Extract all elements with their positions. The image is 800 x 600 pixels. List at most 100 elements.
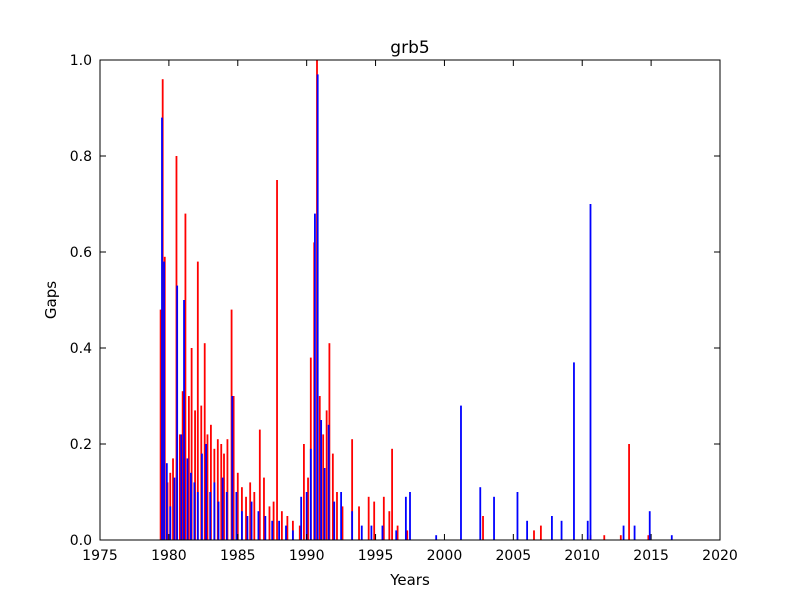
bar-1-22	[246, 516, 249, 540]
bar-1-57	[586, 520, 589, 540]
bar-1-28	[285, 525, 287, 540]
bar-1-46	[409, 492, 411, 540]
bar-0-22	[226, 439, 229, 540]
bar-0-20	[220, 444, 223, 540]
bar-0-27	[245, 496, 247, 540]
x-tick-label: 1975	[82, 548, 118, 564]
x-axis: 1975 1980 1985 1990 1995 2000 2005 2010 2015 2020	[82, 60, 738, 564]
bar-1-37	[327, 424, 330, 540]
bar-0-7	[179, 434, 181, 540]
bar-0-5	[172, 458, 174, 540]
bar-1-55	[573, 362, 575, 540]
bar-1-42	[370, 525, 373, 540]
x-tick-label: 1990	[289, 548, 325, 564]
bar-1-38	[333, 501, 336, 540]
bar-0-25	[236, 472, 239, 540]
bar-0-50	[341, 506, 344, 540]
bar-1-32	[309, 448, 312, 540]
bar-0-53	[367, 496, 370, 540]
bar-0-59	[406, 530, 409, 540]
bar-1-1	[163, 261, 165, 540]
bar-1-15	[213, 482, 216, 540]
bar-0-56	[388, 511, 391, 540]
bar-0-10	[187, 396, 190, 540]
bar-0-34	[276, 180, 278, 540]
y-tick-label: 1.0	[70, 53, 92, 69]
bar-1-16	[217, 501, 220, 540]
bar-1-9	[190, 472, 192, 540]
bar-1-61	[670, 535, 673, 540]
bar-1-34	[316, 74, 319, 541]
bar-0-40	[307, 477, 309, 540]
bar-1-33	[314, 213, 316, 540]
bar-0-33	[272, 501, 275, 540]
bar-1-17	[221, 477, 224, 540]
bar-0-51	[351, 439, 354, 540]
bar-0-12	[194, 410, 196, 540]
bar-1-40	[351, 511, 354, 540]
bar-1-7	[183, 300, 185, 540]
bar-0-16	[206, 434, 209, 540]
bar-0-44	[318, 396, 321, 540]
bar-0-67	[647, 535, 650, 540]
chart-title: grb5	[390, 38, 429, 58]
bar-0-66	[628, 444, 630, 540]
bar-0-30	[258, 429, 261, 540]
bar-1-8	[186, 458, 189, 540]
bar-0-28	[249, 482, 252, 540]
x-tick-label: 2005	[496, 548, 532, 564]
bar-0-31	[263, 477, 265, 540]
bar-1-20	[235, 492, 238, 540]
bar-0-60	[482, 516, 484, 540]
bar-1-48	[460, 405, 462, 540]
x-tick-label: 1995	[358, 548, 394, 564]
bar-0-46	[325, 410, 328, 540]
bar-0-11	[190, 348, 193, 540]
bar-1-56	[589, 204, 592, 540]
bar-1-50	[493, 496, 495, 540]
bar-1-18	[225, 492, 228, 540]
bar-1-54	[560, 520, 563, 540]
bar-0-24	[232, 396, 235, 540]
bar-0-32	[268, 506, 271, 540]
bar-1-36	[323, 468, 326, 540]
y-tick-label: 0.8	[70, 149, 92, 165]
bar-0-45	[322, 434, 325, 540]
y-tick-label: 0.4	[70, 341, 92, 357]
bar-0-15	[203, 343, 206, 540]
x-tick-label: 1980	[151, 548, 187, 564]
x-tick-label: 1985	[220, 548, 256, 564]
bar-1-19	[231, 396, 234, 540]
bar-1-47	[435, 535, 438, 540]
bar-1-30	[300, 496, 303, 540]
bar-0-0	[159, 309, 162, 540]
x-tick-label: 2015	[633, 548, 669, 564]
bar-1-43	[381, 525, 384, 540]
bar-1-45	[404, 496, 407, 540]
y-tick-label: 0.0	[70, 533, 92, 549]
bar-1-49	[479, 487, 482, 540]
bar-1-25	[264, 516, 267, 540]
bar-0-13	[196, 261, 199, 540]
bar-0-58	[396, 525, 399, 540]
x-tick-label: 2020	[702, 548, 738, 564]
bar-1-26	[271, 520, 274, 540]
bar-0-64	[603, 535, 606, 540]
plot-background	[100, 60, 720, 540]
bar-1-3	[169, 506, 172, 540]
bar-1-12	[201, 453, 203, 540]
bar-0-29	[253, 492, 256, 540]
bar-0-52	[358, 506, 360, 540]
bar-0-21	[223, 453, 225, 540]
bar-1-23	[250, 501, 253, 540]
bar-1-29	[291, 530, 294, 540]
bar-1-60	[648, 511, 651, 540]
bar-1-39	[340, 492, 343, 540]
series-blue-bars	[161, 74, 673, 541]
bar-1-13	[205, 444, 207, 540]
bar-0-65	[619, 535, 622, 540]
bar-1-21	[241, 511, 243, 540]
bar-1-52	[526, 520, 529, 540]
bar-1-27	[278, 520, 281, 540]
bar-0-55	[382, 496, 385, 540]
